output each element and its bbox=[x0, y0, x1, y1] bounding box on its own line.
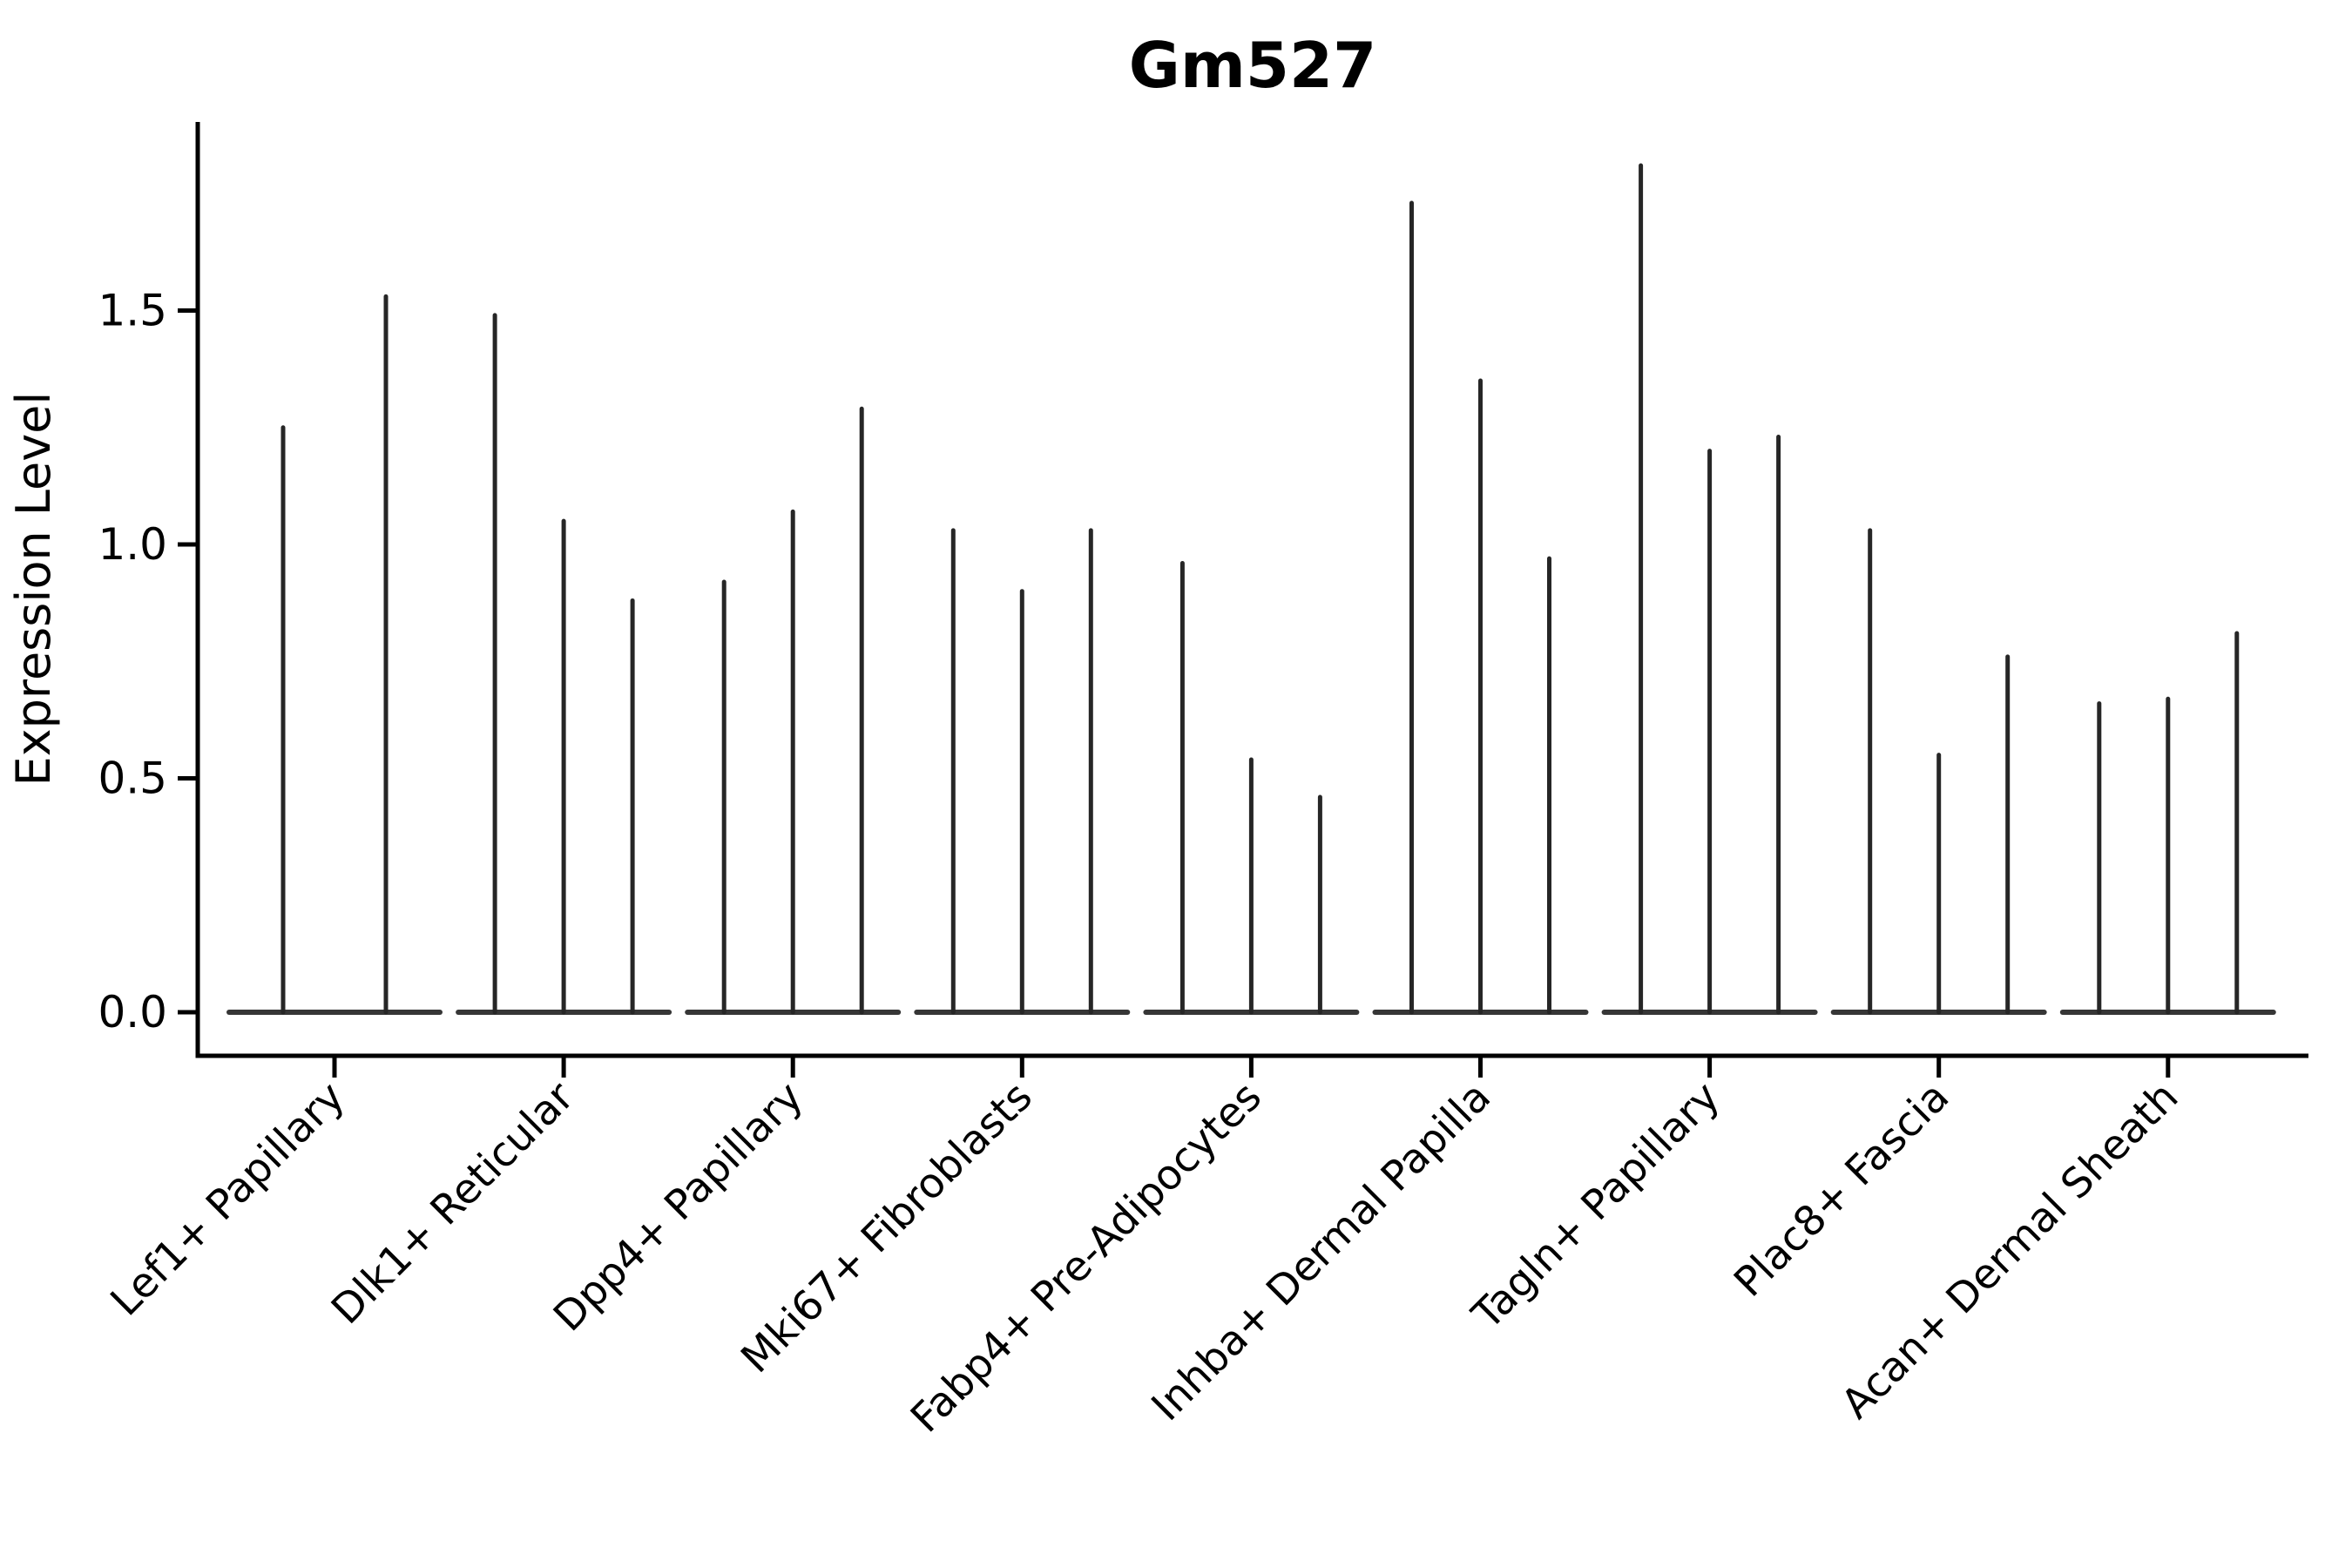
y-tick-label: 1.0 bbox=[98, 519, 167, 570]
y-tick-label: 0.5 bbox=[98, 754, 167, 804]
y-tick-label: 0.0 bbox=[98, 987, 167, 1037]
y-tick-label: 1.5 bbox=[98, 286, 167, 336]
chart-title: Gm527 bbox=[1129, 29, 1376, 102]
violin-groups bbox=[226, 163, 2276, 1015]
y-axis-ticks: 0.0 0.5 1.0 1.5 bbox=[98, 286, 196, 1037]
y-axis-label: Expression Level bbox=[6, 392, 61, 787]
